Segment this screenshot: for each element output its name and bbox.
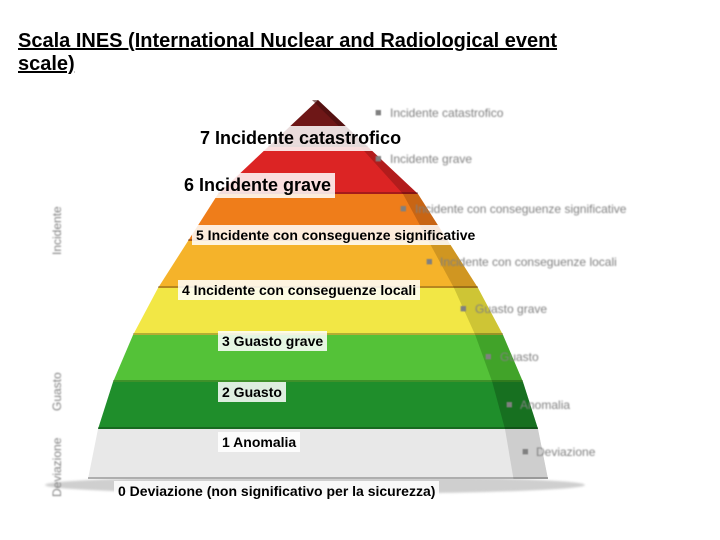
overlay-label-3: 4 Incidente con conseguenze locali — [178, 280, 420, 300]
bullet-2: ■ — [400, 203, 407, 215]
side-label-1: Incidente grave — [390, 152, 472, 166]
bullet-5: ■ — [485, 351, 492, 363]
left-group-label-0: Incidente — [50, 206, 64, 255]
pyramid-level-0 — [88, 429, 548, 479]
overlay-label-1: 6 Incidente grave — [180, 173, 335, 198]
overlay-label-5: 2 Guasto — [218, 382, 286, 402]
side-label-6: Anomalia — [520, 398, 570, 412]
overlay-label-4: 3 Guasto grave — [218, 331, 327, 351]
bullet-6: ■ — [506, 399, 513, 411]
left-group-label-1: Guasto — [50, 372, 64, 411]
overlay-label-6: 1 Anomalia — [218, 432, 300, 452]
ines-scale-diagram: Scala INES (International Nuclear and Ra… — [0, 0, 720, 540]
bullet-0: ■ — [375, 107, 382, 119]
pyramid-level-1 — [88, 382, 548, 429]
side-label-2: Incidente con conseguenze significative — [415, 202, 626, 216]
bullet-3: ■ — [426, 256, 433, 268]
side-label-7: Deviazione — [536, 445, 595, 459]
page-title: Scala INES (International Nuclear and Ra… — [18, 30, 658, 76]
overlay-label-2: 5 Incidente con conseguenze significativ… — [192, 225, 479, 245]
overlay-label-0: 7 Incidente catastrofico — [196, 126, 405, 151]
left-group-label-2: Deviazione — [50, 438, 64, 497]
bullet-7: ■ — [522, 446, 529, 458]
side-label-5: Guasto — [500, 350, 539, 364]
overlay-label-7: 0 Deviazione (non significativo per la s… — [114, 481, 439, 501]
bullet-4: ■ — [460, 303, 467, 315]
side-label-4: Guasto grave — [475, 302, 547, 316]
side-label-0: Incidente catastrofico — [390, 106, 503, 120]
bullet-1: ■ — [375, 153, 382, 165]
side-label-3: Incidente con conseguenze locali — [440, 255, 617, 269]
